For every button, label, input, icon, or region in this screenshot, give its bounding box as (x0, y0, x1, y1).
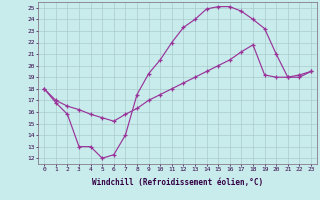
X-axis label: Windchill (Refroidissement éolien,°C): Windchill (Refroidissement éolien,°C) (92, 178, 263, 187)
